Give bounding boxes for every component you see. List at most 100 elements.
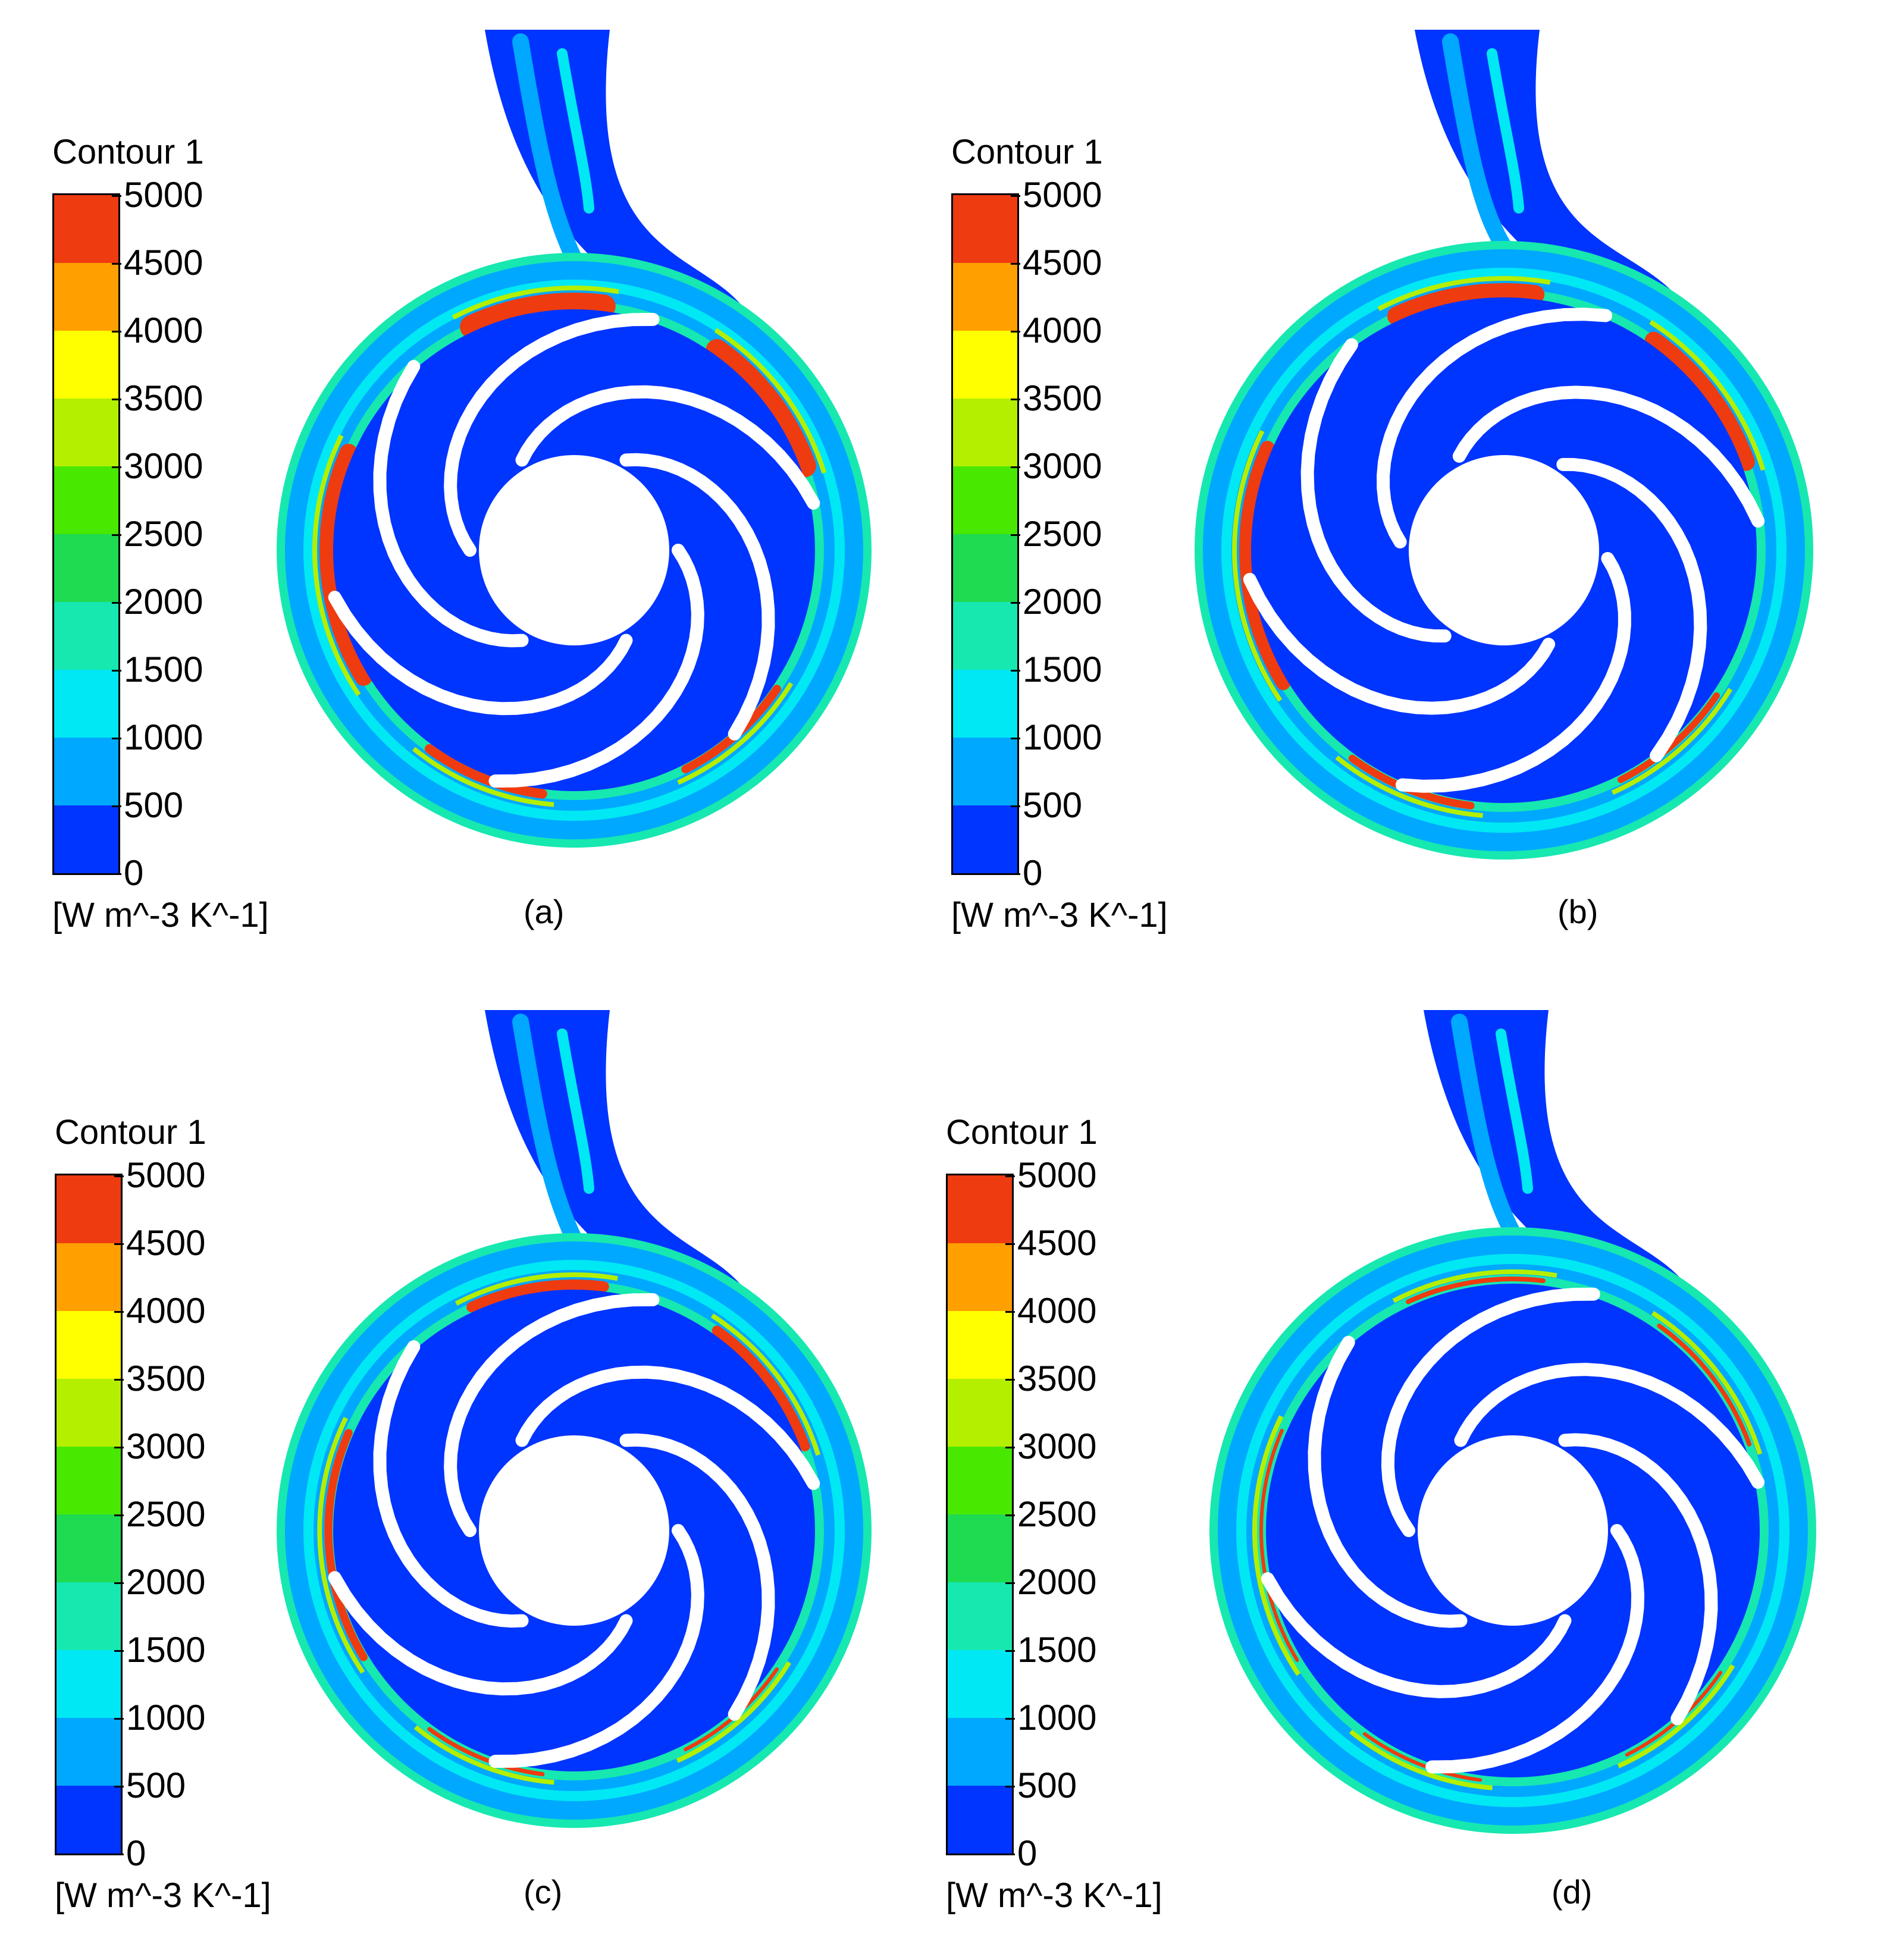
legend-tick-label: 2500 xyxy=(1023,514,1102,554)
legend-tick-mark xyxy=(1011,466,1020,468)
high-value-band xyxy=(706,339,816,478)
legend-tick-label: 0 xyxy=(126,1833,146,1873)
legend-tick-label: 3000 xyxy=(124,446,203,486)
legend-swatch xyxy=(948,1243,1012,1311)
legend-tick-mark xyxy=(114,1311,124,1313)
legend-tick-label: 3500 xyxy=(1023,378,1102,418)
legend-tick-label: 1000 xyxy=(1023,717,1102,757)
legend-tick-mark xyxy=(112,738,121,739)
panel-a: Contour 1 5000 4500 4000 3500 3000 2500 2000 15… xyxy=(0,0,945,980)
high-value-band xyxy=(324,1429,368,1661)
impeller-hub xyxy=(1418,1435,1608,1626)
outlet-pipe xyxy=(485,30,758,336)
pipe-streak xyxy=(512,1014,582,1247)
legend-tick-label: 5000 xyxy=(1023,175,1102,215)
legend-swatch xyxy=(953,602,1017,670)
impeller-hub xyxy=(1409,455,1599,645)
legend-tick-label: 1000 xyxy=(126,1698,206,1738)
pipe-streak xyxy=(557,1028,594,1194)
legend-tick-mark xyxy=(1011,805,1020,807)
impeller-blade xyxy=(1558,1433,1718,1726)
legend-tick-label: 1500 xyxy=(126,1630,206,1670)
legend-tick-mark xyxy=(114,1175,124,1177)
legend-tick-mark xyxy=(1011,738,1020,739)
legend-tick-label: 4000 xyxy=(1017,1291,1097,1331)
high-value-band xyxy=(1657,1324,1752,1447)
legend-swatch xyxy=(948,1650,1012,1718)
legend-tick-label: 1000 xyxy=(124,717,203,757)
contour-field xyxy=(277,30,872,848)
transition-band xyxy=(1349,1729,1493,1790)
impeller-blade xyxy=(1452,385,1765,528)
legend-swatch xyxy=(953,263,1017,331)
legend-swatch xyxy=(953,670,1017,738)
legend-swatch xyxy=(54,738,118,805)
legend-tick-label: 3500 xyxy=(124,378,203,418)
legend-unit: [W m^-3 K^-1] xyxy=(52,896,269,934)
legend-tick-mark xyxy=(1005,1582,1015,1584)
outlet-pipe xyxy=(485,1010,758,1316)
high-value-band xyxy=(1363,1732,1482,1782)
high-value-band xyxy=(1644,331,1755,471)
legend-tick-label: 500 xyxy=(1017,1765,1077,1805)
legend-tick-label: 2000 xyxy=(126,1562,206,1602)
legend-tick-label: 3000 xyxy=(126,1426,206,1466)
legend-swatch xyxy=(57,1650,121,1718)
legend-swatch xyxy=(54,602,118,670)
legend-tick-mark xyxy=(112,805,121,807)
legend-tick-label: 500 xyxy=(1023,785,1083,825)
legend-tick-label: 1500 xyxy=(1017,1630,1097,1670)
transition-band xyxy=(710,1313,821,1456)
legend-swatch xyxy=(54,263,118,331)
legend-tick-label: 2500 xyxy=(126,1494,206,1534)
legend-tick-label: 3000 xyxy=(1017,1426,1097,1466)
legend-tick-label: 5000 xyxy=(1017,1155,1097,1195)
legend-swatch xyxy=(953,331,1017,399)
high-value-band xyxy=(1387,283,1545,326)
impeller-blade xyxy=(1261,1572,1572,1698)
impeller-blade xyxy=(1243,573,1556,715)
legend-colorbar xyxy=(951,193,1019,875)
transition-band xyxy=(312,434,361,697)
legend-tick-mark xyxy=(1005,1447,1015,1448)
impeller-blade xyxy=(1556,457,1707,763)
high-value-band xyxy=(1239,441,1290,691)
panel-caption: (b) xyxy=(1557,893,1598,930)
legend-tick-mark xyxy=(1005,1311,1015,1313)
legend-tick-mark xyxy=(1011,195,1020,197)
legend-swatch xyxy=(57,1718,121,1786)
legend-tick-label: 3000 xyxy=(1023,446,1102,486)
contour-field xyxy=(1195,30,1813,860)
legend-swatch xyxy=(953,399,1017,466)
impeller-blade xyxy=(619,453,775,741)
panel-caption: (c) xyxy=(524,1873,563,1911)
transition-band xyxy=(413,1725,554,1785)
legend-tick-mark xyxy=(1011,873,1020,875)
impeller-blade xyxy=(488,544,704,788)
legend-tick-mark xyxy=(1011,670,1020,672)
transition-band xyxy=(1252,1415,1301,1676)
legend-tick-mark xyxy=(1005,1243,1015,1245)
legend-title: Contour 1 xyxy=(946,1113,1098,1152)
legend-tick-mark xyxy=(114,1379,124,1381)
transition-band xyxy=(317,1416,365,1674)
transition-band xyxy=(1335,755,1483,818)
outlet-pipe xyxy=(1415,30,1696,328)
legend-tick-label: 2500 xyxy=(124,514,203,554)
high-value-band xyxy=(1617,692,1720,783)
legend-tick-label: 4000 xyxy=(124,311,203,350)
pipe-streak xyxy=(1496,1028,1533,1194)
legend-swatch xyxy=(953,466,1017,534)
legend-swatch xyxy=(948,1379,1012,1447)
legend-swatch xyxy=(948,1175,1012,1243)
legend-tick-mark xyxy=(114,1786,124,1787)
legend-tick-label: 500 xyxy=(124,785,184,825)
legend-tick-mark xyxy=(112,195,121,197)
legend-tick-mark xyxy=(112,670,121,672)
legend-tick-label: 0 xyxy=(124,853,144,893)
contour-field xyxy=(277,1010,872,1828)
high-value-band xyxy=(712,1325,810,1451)
legend-colorbar xyxy=(55,1174,123,1855)
transition-band xyxy=(1377,276,1551,312)
legend-swatch xyxy=(57,1379,121,1447)
